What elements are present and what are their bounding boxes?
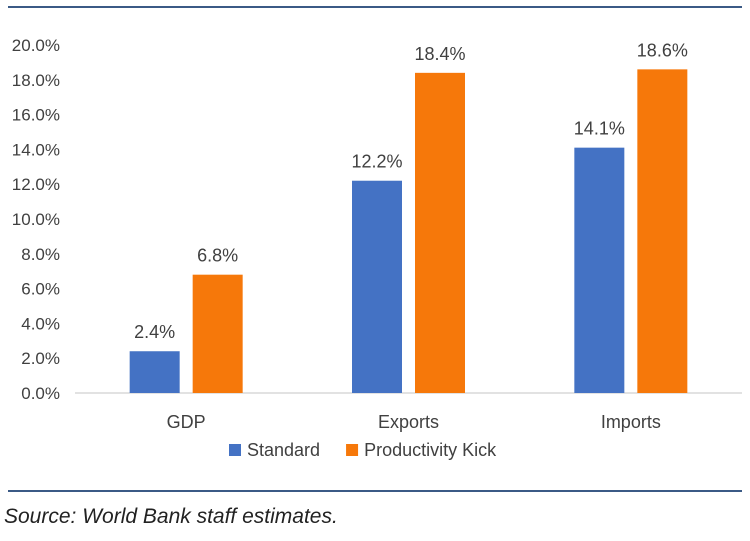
bar-data-label: 6.8%: [197, 246, 238, 266]
x-category-label: Exports: [378, 412, 439, 432]
y-tick-label: 14.0%: [12, 140, 60, 159]
legend-label-standard: Standard: [247, 440, 320, 460]
y-tick-label: 18.0%: [12, 71, 60, 90]
bar-data-labels: 2.4% 6.8% 12.2% 18.4% 14.1% 18.6%: [134, 40, 688, 342]
legend-swatch-standard: [229, 444, 241, 456]
top-rule: [8, 6, 742, 8]
x-axis-category-labels: GDP Exports Imports: [167, 412, 661, 432]
x-category-label: Imports: [601, 412, 661, 432]
bar-gdp-standard: [129, 351, 180, 393]
bar-imports-productivity-kick: [637, 69, 688, 394]
y-tick-label: 2.0%: [21, 349, 60, 368]
legend: Standard Productivity Kick: [229, 440, 497, 460]
y-tick-label: 4.0%: [21, 314, 60, 333]
bar-exports-standard: [352, 180, 402, 393]
bars: [129, 69, 688, 394]
bar-data-label: 12.2%: [351, 152, 402, 172]
bar-imports-standard: [574, 147, 625, 393]
source-note: Source: World Bank staff estimates.: [4, 505, 338, 528]
bar-chart: 0.0% 2.0% 4.0% 6.0% 8.0% 10.0% 12.0% 14.0% 16.0%…: [12, 36, 742, 460]
y-tick-label: 20.0%: [12, 36, 60, 55]
legend-swatch-productivity-kick: [346, 444, 359, 456]
bottom-rule: [8, 490, 742, 492]
bar-data-label: 18.6%: [637, 40, 688, 60]
y-axis-tick-labels: 0.0% 2.0% 4.0% 6.0% 8.0% 10.0% 12.0% 14.0% 16.0%…: [12, 36, 60, 403]
bar-exports-productivity-kick: [415, 72, 465, 393]
bar-data-label: 14.1%: [574, 119, 625, 139]
y-tick-label: 8.0%: [21, 245, 60, 264]
bar-gdp-productivity-kick: [192, 274, 243, 393]
y-tick-label: 10.0%: [12, 210, 60, 229]
y-tick-label: 12.0%: [12, 175, 60, 194]
bar-data-label: 18.4%: [414, 44, 465, 64]
y-tick-label: 0.0%: [21, 384, 60, 403]
legend-label-productivity-kick: Productivity Kick: [364, 440, 497, 460]
y-tick-label: 16.0%: [12, 106, 60, 125]
bar-data-label: 2.4%: [134, 322, 175, 342]
y-tick-label: 6.0%: [21, 280, 60, 299]
x-category-label: GDP: [167, 412, 206, 432]
